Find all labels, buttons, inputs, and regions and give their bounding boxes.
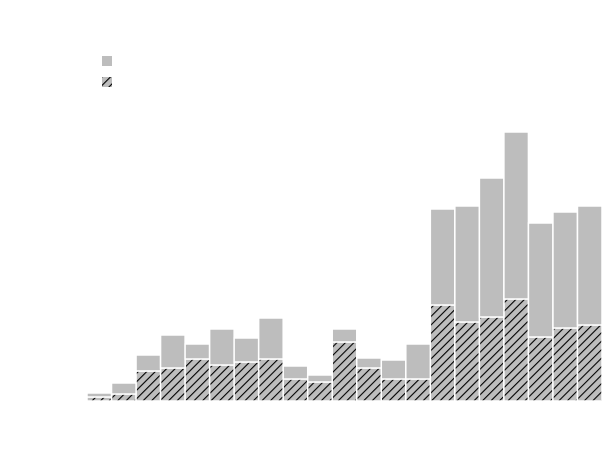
bar-segment xyxy=(306,381,333,402)
bar-segment xyxy=(257,358,284,402)
bar-segment xyxy=(306,374,333,383)
bar-segment xyxy=(552,327,579,402)
bar-segment xyxy=(405,378,432,402)
bar-segment xyxy=(454,205,481,323)
bar-segment xyxy=(380,359,407,380)
bar-segment xyxy=(405,343,432,380)
bar-segment xyxy=(429,304,456,402)
bar-segment xyxy=(282,378,309,402)
bar-segment xyxy=(429,208,456,306)
bar-segment xyxy=(282,365,309,380)
bar-segment xyxy=(233,361,260,402)
legend-marker xyxy=(102,77,112,87)
bar-segment xyxy=(503,131,530,300)
bar-segment xyxy=(356,357,383,369)
bars xyxy=(86,131,603,402)
bar-segment xyxy=(552,211,579,329)
legend-marker xyxy=(102,56,112,66)
bar-segment xyxy=(208,364,235,402)
bar-segment xyxy=(356,367,383,402)
bar-segment xyxy=(110,393,137,402)
bar-segment xyxy=(380,378,407,402)
bar-segment xyxy=(503,298,530,402)
bar-segment xyxy=(184,343,211,360)
bar-segment xyxy=(184,358,211,402)
bar-segment xyxy=(527,336,554,402)
bar-segment xyxy=(576,324,603,402)
bar-segment xyxy=(527,222,554,338)
bar-segment xyxy=(208,328,235,366)
bar-segment xyxy=(135,354,162,372)
bar-segment xyxy=(257,317,284,360)
bar-segment xyxy=(233,337,260,363)
legend xyxy=(102,56,112,87)
bar-segment xyxy=(159,334,186,369)
bar-segment xyxy=(478,177,505,318)
bar-segment xyxy=(331,341,358,402)
bar-segment xyxy=(86,392,113,398)
bar-segment xyxy=(331,328,358,343)
bar-segment xyxy=(159,367,186,402)
bar-segment xyxy=(478,316,505,402)
bar-segment xyxy=(135,370,162,402)
bar-segment xyxy=(454,321,481,402)
bar-segment xyxy=(110,382,137,395)
bar-segment xyxy=(576,205,603,326)
